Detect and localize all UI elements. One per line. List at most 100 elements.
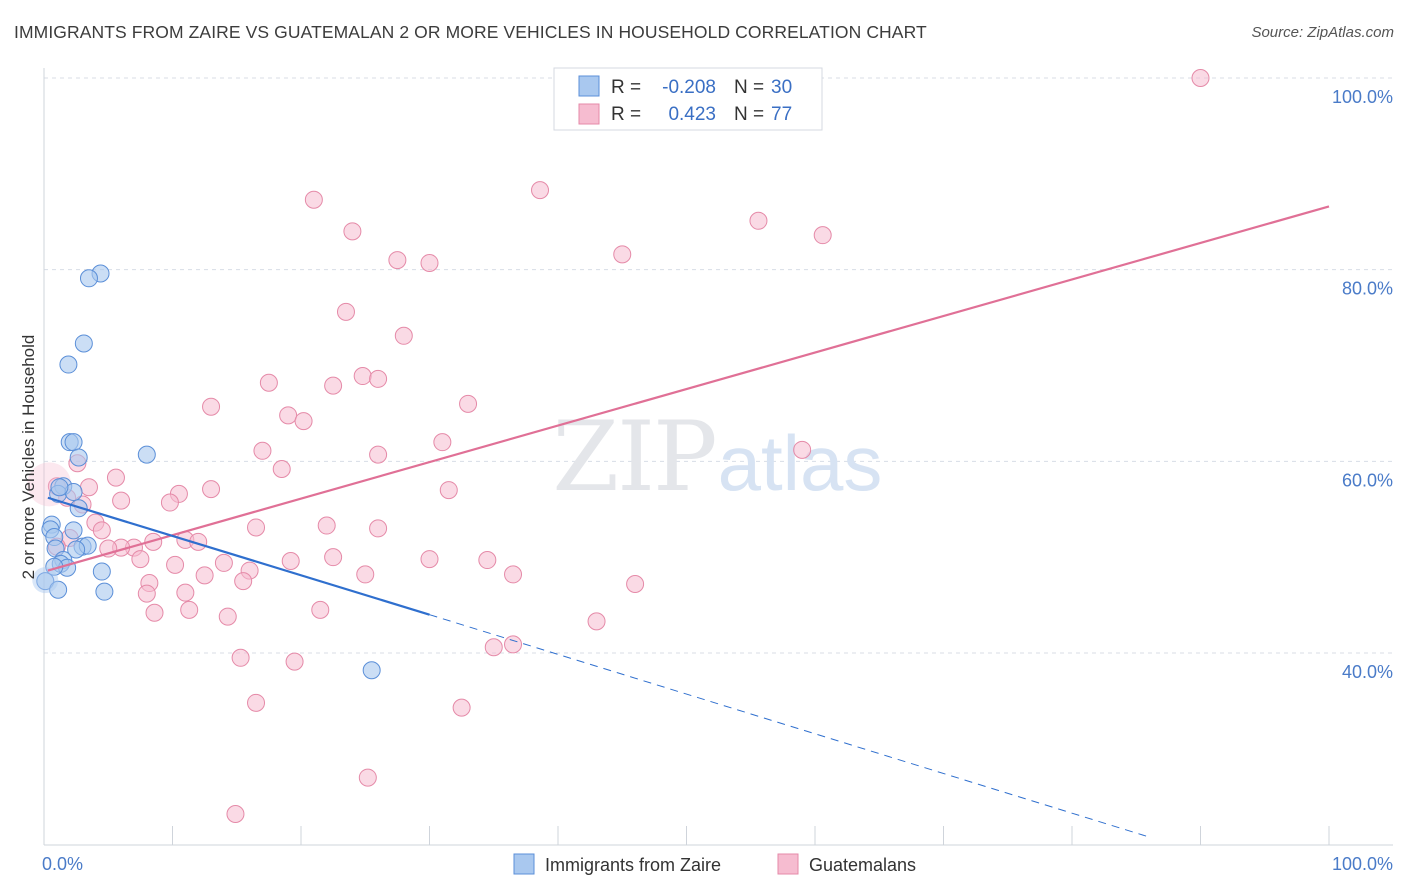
guatemalans-point-31	[112, 491, 131, 510]
guatemalans-point-22	[793, 440, 812, 459]
guatemalans-point-48	[281, 552, 300, 570]
bottom-legend-swatch-zaire	[513, 853, 535, 875]
guatemalans-point-61	[137, 584, 156, 603]
guatemalans-point-64	[180, 600, 199, 619]
trend-lines	[47, 205, 1330, 838]
guatemalans-point-72	[247, 693, 266, 712]
guatemalans-point-20	[253, 441, 272, 460]
guatemalans-point-28	[202, 480, 221, 499]
guatemalans-point-71	[285, 652, 304, 671]
x-tick-marks	[172, 826, 1330, 845]
guatemalans-point-56	[195, 566, 214, 585]
zaire-point-15	[64, 521, 83, 540]
guatemalans-point-5	[343, 222, 362, 241]
guatemalans-point-0	[1191, 69, 1210, 87]
guatemalans-point-13	[353, 367, 372, 386]
guatemalans-point-40	[144, 532, 163, 551]
zaire-point-29	[50, 478, 69, 497]
guatemalans-point-24	[272, 460, 291, 478]
bottom-legend-label-zaire: Immigrants from Zaire	[545, 855, 721, 875]
legend-n-value-guatemalans: 77	[771, 104, 792, 125]
guatemalans-point-51	[131, 550, 150, 569]
guatemalans-point-27	[79, 478, 98, 497]
guatemalans-point-66	[311, 600, 330, 619]
legend-n-label-guatemalans: N =	[734, 104, 764, 125]
guatemalans-point-32	[160, 493, 179, 512]
chart-source: Source: ZipAtlas.com	[1251, 24, 1394, 41]
guatemalans-point-2	[304, 190, 323, 209]
guatemalans-point-11	[259, 373, 278, 392]
guatemalans-point-52	[166, 555, 185, 574]
x-tick-label-min: 0.0%	[42, 854, 83, 874]
y-tick-label-40: 40.0%	[1342, 662, 1393, 682]
bottom-legend-label-guatemalans: Guatemalans	[809, 855, 916, 875]
guatemalans-point-19	[433, 433, 452, 452]
legend-swatch-zaire	[578, 75, 600, 97]
guatemalans-point-53	[214, 553, 233, 572]
guatemalans-point-9	[336, 302, 355, 321]
guatemalans-point-8	[420, 253, 439, 272]
zaire-point-5	[64, 433, 83, 452]
guatemalans-point-17	[279, 406, 298, 425]
guatemalans-point-49	[420, 550, 439, 569]
zaire-point-2	[74, 334, 93, 353]
guatemalans-point-25	[106, 468, 125, 487]
guatemalans-point-57	[234, 572, 253, 591]
guatemalans-point-6	[613, 245, 632, 264]
zaire-point-7	[137, 445, 156, 464]
series-legend: Immigrants from Zaire Guatemalans	[513, 853, 916, 875]
guatemalans-point-70	[231, 648, 250, 667]
zaire-point-27	[95, 582, 114, 601]
legend-r-value-zaire: -0.208	[662, 77, 716, 98]
guatemalans-point-4	[813, 226, 832, 245]
y-tick-label-60: 60.0%	[1342, 470, 1393, 490]
y-tick-label-80: 80.0%	[1342, 279, 1393, 299]
guatemalans-point-7	[388, 251, 407, 270]
bottom-legend-swatch-guatemalans	[777, 853, 799, 875]
legend-n-label-zaire: N =	[734, 77, 764, 98]
zaire-point-6	[69, 448, 88, 467]
guatemalans-point-35	[247, 518, 266, 537]
guatemalans-point-67	[587, 612, 606, 631]
guatemalans-point-18	[294, 412, 313, 431]
guatemalans-point-74	[358, 768, 377, 787]
guatemalans-point-12	[324, 376, 343, 395]
legend-r-label-guatemalans: R =	[611, 104, 641, 125]
guatemalans-point-60	[626, 575, 645, 593]
guatemalans-point-73	[452, 698, 471, 717]
guatemalans-point-65	[218, 607, 237, 626]
zaire-trend-line-extension	[429, 614, 1150, 838]
guatemalans-point-76	[439, 481, 458, 500]
guatemalans-trend-line	[47, 205, 1330, 572]
guatemalans-point-36	[317, 516, 336, 535]
zaire-point-25	[36, 572, 55, 591]
zaire-trend-line	[47, 496, 430, 616]
zaire-point-28	[362, 661, 381, 680]
zaire-point-26	[49, 580, 68, 599]
legend-swatch-guatemalans	[578, 103, 600, 125]
zaire-points	[32, 264, 381, 680]
x-tick-label-max: 100.0%	[1332, 854, 1393, 874]
guatemalans-point-47	[324, 548, 343, 567]
guatemalans-point-63	[145, 603, 164, 622]
guatemalans-point-10	[394, 326, 413, 345]
y-tick-label-100: 100.0%	[1332, 87, 1393, 107]
zaire-point-1	[79, 269, 98, 288]
zaire-point-cluster	[32, 567, 59, 594]
chart-title: IMMIGRANTS FROM ZAIRE VS GUATEMALAN 2 OR…	[14, 22, 927, 42]
guatemalans-point-62	[176, 583, 195, 602]
guatemalans-point-59	[504, 565, 523, 584]
stats-legend: R = -0.208 N = 30 R = 0.423 N = 77	[553, 67, 823, 131]
watermark-atlas: atlas	[718, 419, 883, 507]
zaire-point-24	[92, 562, 111, 581]
guatemalans-point-37	[369, 519, 388, 538]
guatemalans-point-58	[356, 565, 375, 584]
guatemalans-point-38	[92, 521, 111, 540]
guatemalans-point-3	[749, 211, 768, 230]
zaire-point-3	[59, 355, 78, 374]
zaire-point-18	[67, 540, 86, 559]
legend-r-value-guatemalans: 0.423	[668, 104, 716, 125]
y-tick-labels: 40.0% 60.0% 80.0% 100.0%	[1332, 87, 1393, 682]
guatemalans-point-68	[484, 638, 503, 657]
